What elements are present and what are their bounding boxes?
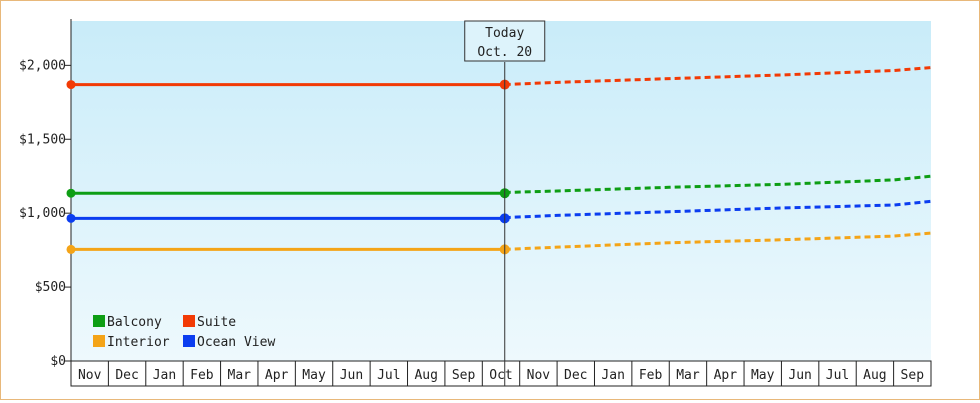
x-tick-label: Aug xyxy=(414,368,437,383)
series-interior-forecast xyxy=(504,231,932,251)
series-suite-forecast xyxy=(504,66,932,87)
y-tick-label: $0 xyxy=(50,354,66,369)
legend-label-balcony: Balcony xyxy=(107,315,162,330)
x-axis: Nov Dec Jan Feb Mar Apr May Jun Jul Aug Sep Oct Nov D… xyxy=(70,360,932,387)
x-tick-label: May xyxy=(751,368,775,383)
series-ocean-view-forecast xyxy=(504,199,932,220)
series-balcony-start-point xyxy=(66,188,76,198)
x-axis-band xyxy=(70,360,932,387)
x-tick-label: Apr xyxy=(265,368,289,383)
x-tick-label: Jun xyxy=(788,368,811,383)
x-tick-label: Jul xyxy=(826,368,849,383)
y-tick-label: $1,000 xyxy=(19,206,66,221)
series-suite-start-point xyxy=(66,80,76,90)
today-label: Today xyxy=(485,26,524,41)
x-tick-label: May xyxy=(302,368,326,383)
y-axis: $0 $500 $1,000 $1,500 $2,000 xyxy=(19,19,72,369)
x-tick-label: Feb xyxy=(639,368,663,383)
series-lines xyxy=(66,66,932,255)
x-tick-label: Apr xyxy=(714,368,738,383)
series-ocean-view-start-point xyxy=(66,213,76,223)
x-tick-label: Jun xyxy=(340,368,363,383)
legend-swatch-suite xyxy=(183,315,195,327)
x-tick-label: Dec xyxy=(564,368,587,383)
x-tick-label: Dec xyxy=(115,368,138,383)
today-marker: Today Oct. 20 xyxy=(464,20,546,386)
x-tick-label: Feb xyxy=(190,368,214,383)
legend-swatch-ocean-view xyxy=(183,335,195,347)
legend-swatch-balcony xyxy=(93,315,105,327)
x-tick-label: Oct xyxy=(489,368,512,383)
y-tick-label: $2,000 xyxy=(19,58,66,73)
today-label-box xyxy=(464,20,546,62)
x-tick-label: Jul xyxy=(377,368,400,383)
x-tick-label: Sep xyxy=(901,368,925,383)
legend-swatch-interior xyxy=(93,335,105,347)
legend: Balcony Suite Interior Ocean View xyxy=(93,315,275,350)
x-tick-label: Jan xyxy=(153,368,176,383)
x-tick-label: Sep xyxy=(452,368,476,383)
today-date-label: Oct. 20 xyxy=(477,45,532,60)
x-tick-label: Aug xyxy=(863,368,886,383)
legend-label-ocean-view: Ocean View xyxy=(197,335,275,350)
series-interior-start-point xyxy=(66,244,76,254)
x-tick-label: Mar xyxy=(228,368,252,383)
y-tick-label: $1,500 xyxy=(19,132,66,147)
x-tick-label: Mar xyxy=(676,368,700,383)
series-balcony-forecast xyxy=(504,174,932,194)
legend-label-interior: Interior xyxy=(107,335,170,350)
y-tick-label: $500 xyxy=(35,280,66,295)
x-tick-label: Nov xyxy=(527,368,551,383)
legend-label-suite: Suite xyxy=(197,315,236,330)
x-tick-label: Jan xyxy=(601,368,624,383)
x-tick-label: Nov xyxy=(78,368,102,383)
